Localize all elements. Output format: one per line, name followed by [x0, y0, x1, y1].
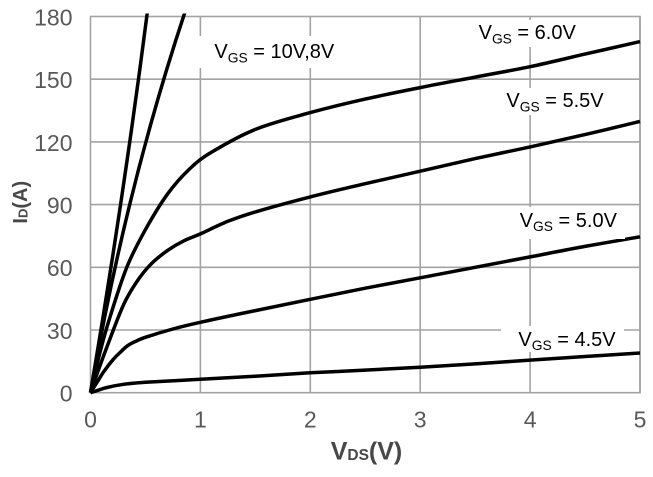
svg-text:1: 1	[194, 406, 207, 432]
svg-text:0: 0	[60, 381, 73, 407]
svg-text:30: 30	[47, 318, 73, 344]
svg-text:90: 90	[47, 193, 73, 219]
svg-text:VDS(V): VDS(V)	[331, 438, 403, 466]
svg-text:3: 3	[414, 406, 427, 432]
svg-text:60: 60	[47, 255, 73, 281]
svg-text:2: 2	[304, 406, 317, 432]
svg-text:VGS = 5.5V: VGS = 5.5V	[506, 90, 604, 114]
svg-text:VGS = 4.5V: VGS = 4.5V	[518, 329, 616, 353]
svg-text:120: 120	[34, 130, 72, 156]
svg-text:150: 150	[34, 67, 72, 93]
svg-text:ID(A): ID(A)	[10, 181, 32, 224]
svg-text:5: 5	[634, 406, 647, 432]
svg-text:0: 0	[84, 406, 97, 432]
svg-text:180: 180	[34, 4, 72, 30]
svg-text:4: 4	[524, 406, 537, 432]
